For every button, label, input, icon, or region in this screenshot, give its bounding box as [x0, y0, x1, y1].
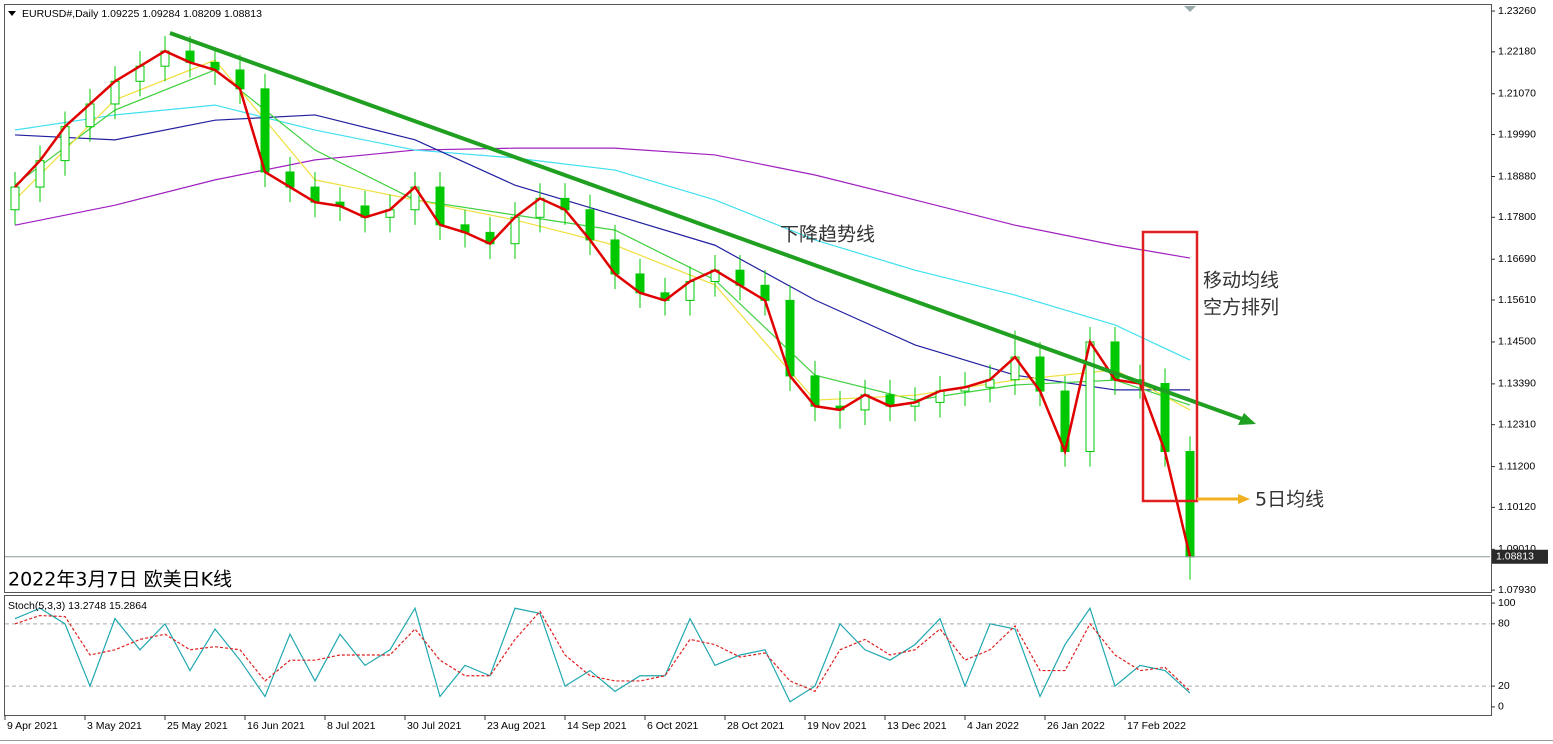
highlight-box: [1141, 230, 1199, 503]
x-tick-label: 23 Aug 2021: [487, 720, 546, 732]
x-tick-label: 17 Feb 2022: [1127, 720, 1186, 732]
moving-average: [14, 104, 1191, 361]
annotation: 5日均线: [1255, 489, 1324, 511]
trend-arrow: [1238, 413, 1256, 425]
x-tick-label: 9 Apr 2021: [7, 720, 58, 732]
x-tick-label: 30 Jul 2021: [407, 720, 461, 732]
y-tick-label: 1.10120: [1498, 501, 1536, 513]
stoch-y-tick-label: 20: [1498, 680, 1510, 692]
y-tick-label: 1.14500: [1498, 336, 1536, 348]
y-tick-label: 1.23260: [1498, 5, 1536, 17]
x-tick-label: 26 Jan 2022: [1047, 720, 1105, 732]
menu-arrow: [8, 11, 16, 16]
y-tick-label: 1.11200: [1498, 460, 1535, 472]
annotation: 空方排列: [1203, 297, 1279, 319]
y-tick-label: 1.12310: [1498, 418, 1536, 430]
y-tick-label: 1.21070: [1498, 88, 1536, 100]
y-tick-label: 1.22180: [1498, 46, 1536, 58]
price-panel-frame: [4, 4, 1492, 593]
annotation: 下降趋势线: [780, 224, 875, 246]
price-tag: [1492, 549, 1548, 564]
x-tick-label: 13 Dec 2021: [887, 720, 947, 732]
y-tick-label: 1.16690: [1498, 253, 1536, 265]
x-tick-label: 19 Nov 2021: [807, 720, 867, 732]
x-tick-label: 25 May 2021: [167, 720, 228, 732]
x-tick-label: 14 Sep 2021: [567, 720, 627, 732]
stoch-title: Stoch(5,3,3) 13.2748 15.2864: [8, 600, 147, 612]
x-tick-label: 6 Oct 2021: [647, 720, 699, 732]
chart-caption: 2022年3月7日 欧美日K线: [8, 569, 232, 591]
x-tick-label: 28 Oct 2021: [727, 720, 784, 732]
y-tick-label: 1.17800: [1498, 211, 1536, 223]
close-line: [14, 49, 1192, 558]
x-tick-label: 8 Jul 2021: [327, 720, 376, 732]
price-tag-label: 1.08813: [1496, 551, 1534, 563]
stoch-line: [14, 610, 1191, 693]
annotation: 移动均线: [1203, 270, 1279, 292]
pointer-arrow-head: [1238, 494, 1250, 504]
y-tick-label: 1.18880: [1498, 170, 1536, 182]
x-tick-label: 4 Jan 2022: [967, 720, 1019, 732]
y-tick-label: 1.15610: [1498, 294, 1536, 306]
y-tick-label: 1.19990: [1498, 128, 1536, 140]
y-tick-label: 1.07930: [1498, 584, 1536, 596]
shift-marker: [1184, 6, 1196, 12]
y-tick-label: 1.13390: [1498, 378, 1536, 390]
trend-line: [169, 31, 1246, 422]
stoch-line: [14, 606, 1191, 703]
stoch-y-tick-label: 100: [1498, 597, 1516, 609]
candle-body: [10, 186, 20, 211]
chart-header: EURUSD#,Daily 1.09225 1.09284 1.08209 1.…: [22, 8, 262, 20]
stoch-y-tick-label: 80: [1498, 618, 1510, 630]
plot-area: [5, 35, 1490, 703]
moving-average: [14, 147, 1191, 259]
stoch-y-tick-label: 0: [1498, 701, 1504, 713]
stoch-panel-frame: [4, 595, 1492, 716]
x-tick-label: 16 Jun 2021: [247, 720, 305, 732]
x-tick-label: 3 May 2021: [87, 720, 142, 732]
